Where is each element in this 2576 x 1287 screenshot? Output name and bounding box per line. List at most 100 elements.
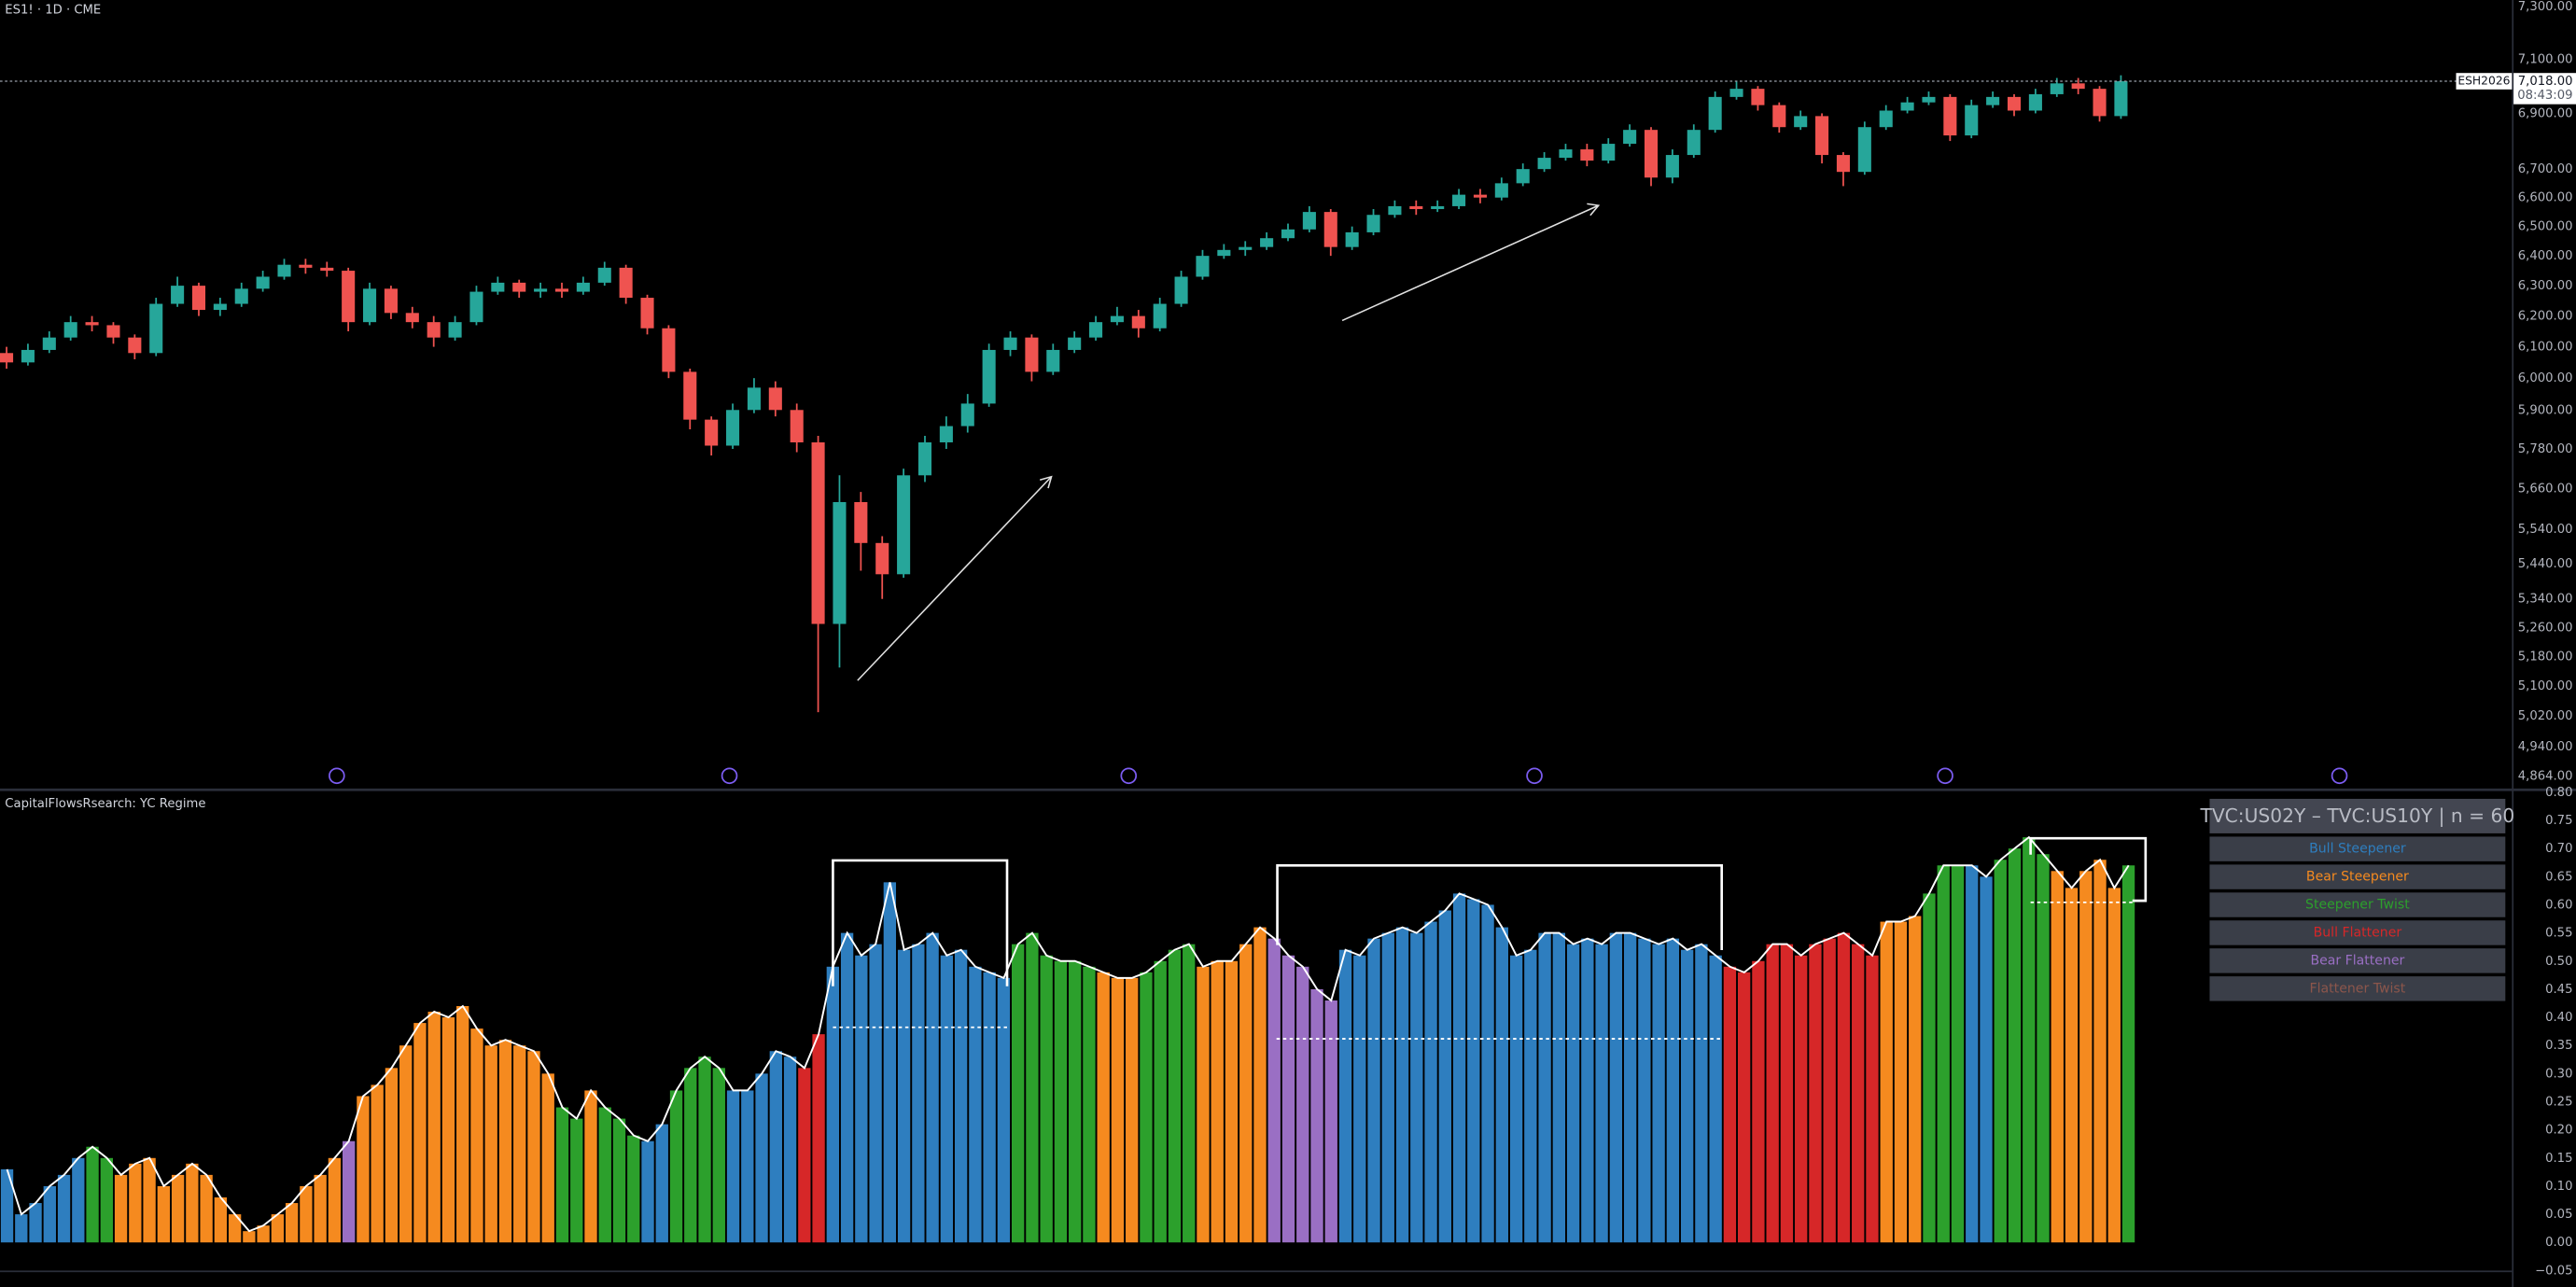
bar [1310, 988, 1323, 1243]
legend-item: Bull Flattener [2314, 925, 2402, 940]
candle-body [1174, 276, 1188, 304]
candle-body [768, 387, 782, 411]
bar [1695, 944, 1708, 1243]
bar [1951, 865, 1965, 1243]
bar [1923, 893, 1936, 1243]
bar [100, 1157, 113, 1243]
bar [1353, 955, 1366, 1243]
bar [456, 1006, 469, 1243]
bar [769, 1051, 782, 1243]
y-tick-label: 0.00 [2545, 1236, 2572, 1250]
legend: TVC:US02Y – TVC:US10Y | n = 60 Bull Stee… [2200, 798, 2514, 1001]
event-icon[interactable] [1526, 767, 1543, 785]
bar [684, 1068, 697, 1243]
bar [214, 1197, 228, 1243]
bar [2008, 848, 2022, 1243]
legend-row-bg [2209, 976, 2506, 1001]
candle-body [1025, 337, 1039, 372]
bar [2107, 888, 2121, 1243]
y-tick-label: 0.75 [2545, 814, 2572, 828]
bar [855, 955, 868, 1243]
y-tick-label: 5,900.00 [2518, 403, 2573, 417]
y-tick-label: 0.25 [2545, 1096, 2572, 1110]
candle-body [2050, 83, 2064, 94]
legend-title-bg [2209, 798, 2506, 833]
bar [2037, 854, 2050, 1243]
indicator-title: CapitalFlowsRsearch: YC Regime [5, 797, 205, 811]
bar [2121, 865, 2135, 1243]
bar [314, 1174, 327, 1243]
bar [1980, 876, 1993, 1243]
event-icon[interactable] [1937, 767, 1953, 785]
y-tick-label: 5,180.00 [2518, 650, 2573, 664]
symbol-label: ESH2026 [2457, 75, 2510, 88]
event-icon[interactable] [329, 767, 345, 785]
bar [869, 944, 882, 1243]
candle-body [405, 313, 419, 323]
candle-body [1302, 212, 1316, 230]
candle-body [1345, 231, 1359, 247]
bar [72, 1157, 85, 1243]
bar [1738, 972, 1751, 1243]
candle-body [2093, 89, 2107, 117]
candle-body [790, 410, 804, 442]
bar [498, 1040, 512, 1243]
last-price-bg [2513, 73, 2576, 105]
bar [228, 1214, 242, 1243]
candle-body [960, 403, 974, 427]
bar [157, 1185, 171, 1243]
candle-body [1965, 105, 1979, 136]
candle-body [342, 271, 356, 323]
bar [357, 1096, 370, 1243]
bar [969, 966, 982, 1243]
bar [1381, 932, 1394, 1243]
bar [1154, 960, 1167, 1243]
candle-body [705, 419, 719, 446]
candle-body [1153, 303, 1167, 329]
candle-body [619, 267, 633, 299]
bar [840, 932, 854, 1243]
candle-body [683, 371, 697, 420]
event-icon[interactable] [2331, 767, 2348, 785]
bar [1011, 944, 1025, 1243]
event-icon[interactable] [1120, 767, 1138, 785]
bar [86, 1146, 99, 1243]
bar [1638, 938, 1651, 1243]
candle-body [1473, 194, 1487, 198]
legend-item: Bull Steepener [2309, 842, 2406, 857]
legend-row-bg [2209, 948, 2506, 973]
bar [1395, 927, 1409, 1243]
legend-item: Flattener Twist [2310, 981, 2406, 996]
candle-body [1943, 96, 1957, 136]
bar [257, 1225, 270, 1243]
candle-body [1665, 155, 1679, 178]
event-icon[interactable] [721, 767, 738, 785]
bar [15, 1214, 28, 1243]
y-tick-label: 6,300.00 [2518, 279, 2573, 293]
bar [1211, 960, 1224, 1243]
bar [1623, 932, 1637, 1243]
candle-body [2028, 93, 2042, 111]
bar [200, 1174, 213, 1243]
arrow-head [1587, 203, 1601, 217]
bar [1452, 893, 1466, 1243]
candle-body [1323, 212, 1337, 247]
bar [1296, 966, 1309, 1243]
y-tick-label: 0.35 [2545, 1039, 2572, 1053]
bar [1566, 944, 1580, 1243]
candle-body [171, 286, 185, 304]
legend-row-bg [2209, 864, 2506, 889]
bar [954, 949, 968, 1243]
legend-row-bg [2209, 892, 2506, 917]
candle-body [1110, 315, 1124, 323]
y-tick-label: 6,700.00 [2518, 162, 2573, 176]
y-tick-label: 6,000.00 [2518, 371, 2573, 385]
bar [1040, 955, 1053, 1243]
candle-body [277, 264, 291, 277]
y-tick-label: 0.15 [2545, 1152, 2572, 1166]
bar [1367, 938, 1380, 1243]
bar [343, 1140, 356, 1243]
bar [812, 1034, 825, 1243]
bar [1069, 960, 1082, 1243]
bar [143, 1157, 156, 1243]
